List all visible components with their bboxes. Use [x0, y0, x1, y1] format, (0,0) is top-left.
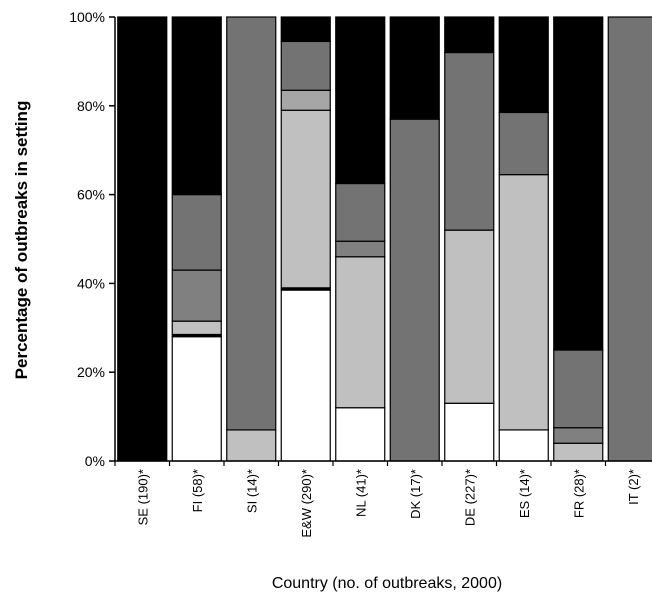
bar-stack [280, 16, 331, 462]
bar-segment [280, 89, 331, 111]
bar-stack [498, 16, 549, 462]
bar-segment [280, 289, 331, 462]
bar-segment [280, 40, 331, 91]
x-tick-label: SE (190)* [135, 469, 150, 525]
x-tick-label: DE (227)* [462, 469, 477, 526]
bar-segment [553, 16, 604, 351]
bar-segment [335, 407, 386, 462]
bar-segment [171, 16, 222, 196]
y-tick-label: 0% [85, 453, 105, 469]
x-tick-label: IT (2)* [626, 469, 641, 505]
bar-stack [389, 16, 440, 462]
bar-segment [335, 240, 386, 258]
bar-segment [226, 16, 277, 431]
bar-segment [171, 269, 222, 322]
bar-segment [498, 429, 549, 462]
bar-segment [280, 16, 331, 43]
bar-segment [444, 16, 495, 54]
bar-segment [226, 429, 277, 462]
bar-stack [226, 16, 277, 462]
x-tick-label: FI (58)* [190, 469, 205, 512]
bar-segment [171, 336, 222, 462]
bar-segment [171, 320, 222, 336]
bar-stack [171, 16, 222, 462]
bar-segment [498, 16, 549, 114]
bar-segment [117, 16, 168, 462]
y-tick-label: 80% [77, 98, 105, 114]
x-tick-label: E&W (290)* [299, 469, 314, 538]
bar-segment [553, 442, 604, 462]
bar-segment [335, 16, 386, 185]
y-axis-title: Percentage of outbreaks in setting [12, 101, 31, 380]
bar-stack [607, 16, 652, 462]
y-tick-label: 60% [77, 187, 105, 203]
x-tick-label: NL (41)* [353, 469, 368, 517]
bar-segment [444, 402, 495, 462]
bar-segment [280, 109, 331, 289]
x-tick-label: ES (14)* [517, 469, 532, 518]
x-tick-label: FR (28)* [571, 469, 586, 518]
bar-segment [335, 182, 386, 242]
bar-segment [553, 349, 604, 429]
y-tick-label: 20% [77, 364, 105, 380]
bar-stack [117, 16, 168, 462]
bar-stack [444, 16, 495, 462]
bar-segment [389, 118, 440, 462]
bar-segment [553, 427, 604, 444]
bar-segment [498, 111, 549, 176]
bar-segment [498, 174, 549, 431]
y-tick-label: 40% [77, 275, 105, 291]
bar-segment [335, 256, 386, 409]
x-tick-label: DK (17)* [408, 469, 423, 519]
bar-segment [444, 229, 495, 404]
y-tick-label: 100% [69, 9, 105, 25]
bar-segment [171, 194, 222, 271]
bar-segment [389, 16, 440, 120]
x-tick-label: SI (14)* [244, 469, 259, 513]
bar-stack [335, 16, 386, 462]
bar-stack [553, 16, 604, 462]
bar-segment [444, 51, 495, 231]
x-axis-title: Country (no. of outbreaks, 2000) [272, 575, 502, 592]
bar-segment [607, 16, 652, 462]
